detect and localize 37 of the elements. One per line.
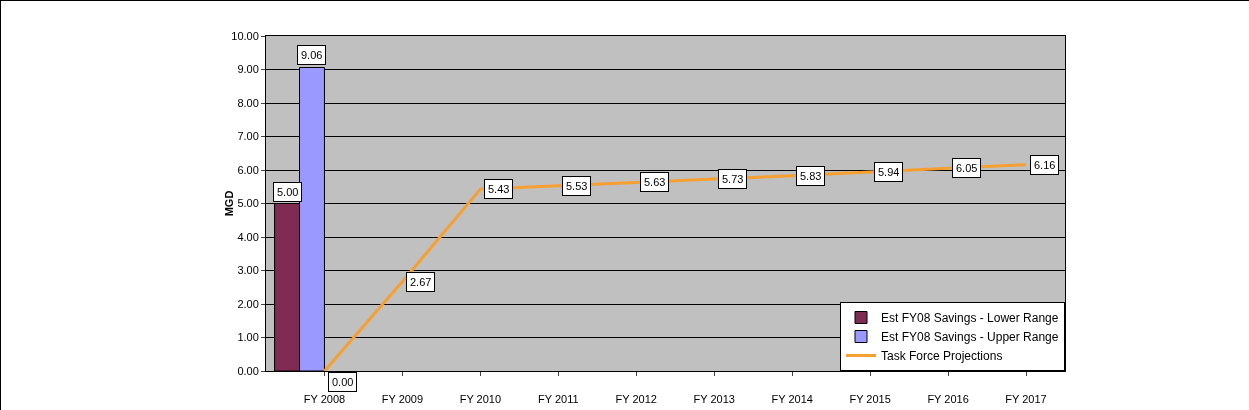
x-tick-label: FY 2012	[615, 393, 657, 406]
y-tick-label: 7.00	[237, 130, 259, 143]
legend-label: Task Force Projections	[881, 349, 1003, 364]
data-label: 5.73	[722, 173, 744, 185]
data-label: 9.06	[301, 49, 323, 61]
y-tick-label: 10.00	[231, 29, 259, 42]
x-tick-label: FY 2016	[927, 393, 969, 406]
data-label: 5.63	[644, 176, 666, 188]
data-label: 5.94	[878, 166, 900, 178]
x-tick-label: FY 2014	[771, 393, 813, 406]
y-tick-label: 4.00	[237, 230, 259, 243]
x-tick-label: FY 2009	[381, 393, 424, 406]
x-tick-label: FY 2008	[303, 393, 346, 406]
y-tick-label: 3.00	[237, 264, 259, 277]
data-label: 6.16	[1034, 159, 1056, 171]
x-tick-label: FY 2010	[459, 393, 502, 406]
y-tick-label: 1.00	[237, 331, 259, 344]
y-tick-label: 9.00	[237, 63, 259, 76]
data-label: 5.53	[566, 180, 588, 192]
x-tick-label: FY 2017	[1005, 393, 1047, 406]
data-label: 0.00	[332, 376, 354, 388]
y-tick-label: 5.00	[237, 197, 259, 210]
data-label: 5.00	[277, 186, 299, 198]
x-tick-label: FY 2015	[849, 393, 891, 406]
y-tick-label: 8.00	[237, 96, 259, 109]
y-tick-label: 6.00	[237, 163, 259, 176]
y-tick-label: 2.00	[237, 297, 259, 310]
legend-label: Est FY08 Savings - Lower Range	[881, 311, 1059, 326]
x-tick-label: FY 2011	[538, 393, 579, 406]
data-label: 6.05	[956, 162, 978, 174]
legend-label: Est FY08 Savings - Upper Range	[881, 330, 1059, 345]
y-axis-title: MGD	[223, 190, 236, 217]
data-label: 5.83	[800, 170, 822, 182]
data-label: 2.67	[410, 276, 432, 288]
x-tick-label: FY 2013	[693, 393, 735, 406]
data-label: 5.43	[488, 183, 510, 195]
y-tick-label: 0.00	[237, 364, 259, 377]
